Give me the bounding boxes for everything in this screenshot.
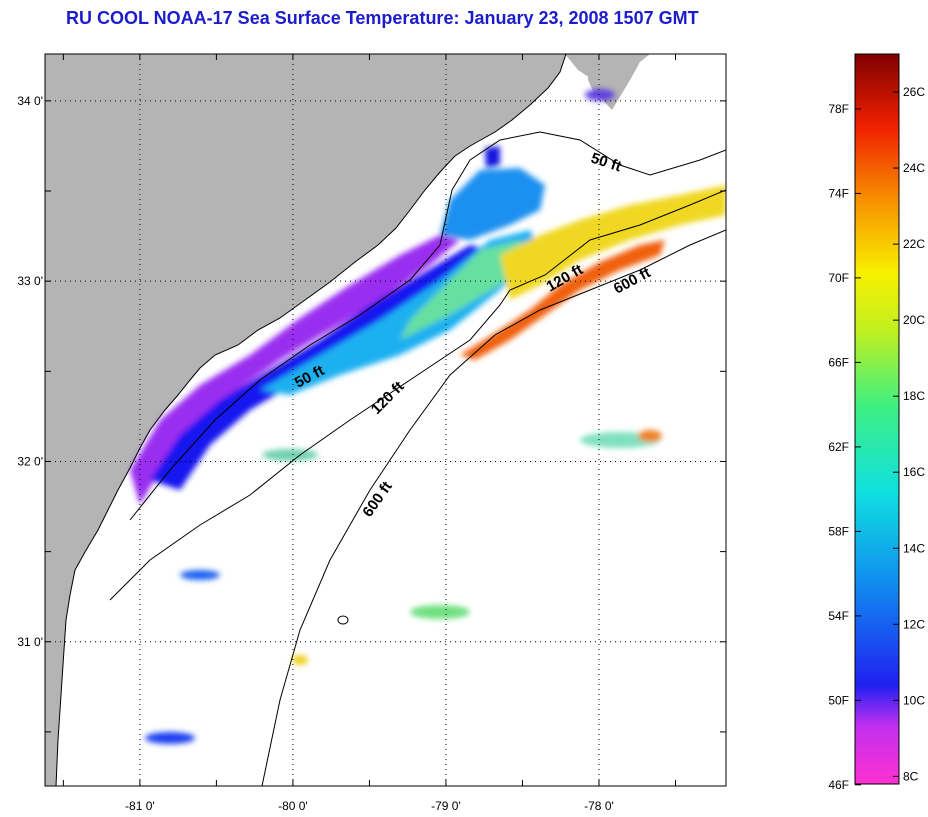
coastline (55, 54, 567, 786)
isobath-50ft (129, 131, 726, 521)
land-mainland (45, 54, 566, 786)
sst-patch (638, 430, 662, 442)
lon-tick-label: -78 0' (584, 799, 614, 813)
sst-band-purple (130, 235, 460, 505)
lon-tick-label: -80 0' (278, 799, 308, 813)
sst-band-green (400, 240, 530, 340)
isobath-600ft-ring (337, 615, 349, 625)
map-title: RU COOL NOAA-17 Sea Surface Temperature:… (66, 8, 699, 28)
sst-patch-upper (440, 168, 545, 240)
lat-tick-label: 34 0' (17, 94, 43, 108)
sst-patch (262, 449, 318, 461)
isobath-120ft (109, 189, 726, 601)
lat-tick-label: 33 0' (17, 274, 43, 288)
sst-patch (585, 89, 615, 101)
sst-overlay (130, 89, 726, 744)
graticule (45, 54, 726, 786)
sst-band-yellow (500, 185, 726, 300)
land-cape (588, 54, 620, 95)
lat-tick-label: 31 0' (17, 635, 43, 649)
lat-tick-label: 32 0' (17, 454, 43, 468)
sst-patch (292, 655, 308, 665)
land-mass (45, 54, 650, 110)
map-frame (44, 53, 727, 787)
sst-patch (410, 605, 470, 619)
lon-tick-label: -81 0' (125, 799, 155, 813)
sst-patch-darkblue (485, 146, 500, 168)
axis-ticks: 34 0' 33 0' 32 0' 31 0' -81 0' -80 0' -79 0' -7… (17, 54, 726, 813)
isobath-600ft (261, 229, 726, 786)
sst-patch (180, 570, 220, 580)
sst-patch (145, 732, 195, 744)
lon-tick-label: -79 0' (431, 799, 461, 813)
sst-band-orange (460, 240, 665, 360)
